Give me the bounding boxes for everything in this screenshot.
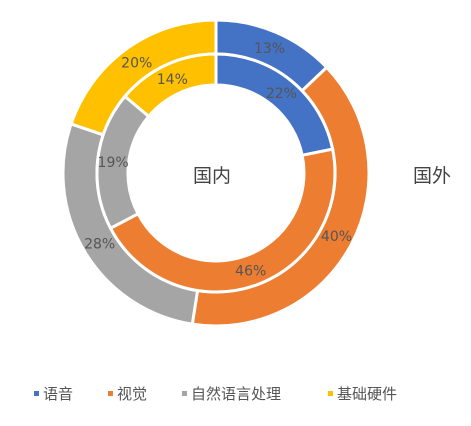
legend-label-1: 视觉 [117, 385, 147, 403]
outer-slice-label-3: 20% [121, 55, 152, 71]
legend: 语音 视觉 自然语言处理 基础硬件 [34, 385, 397, 403]
legend-marker-3 [328, 391, 333, 396]
outer-ring-label: 国外 [413, 165, 451, 187]
outer-slice-label-2: 28% [84, 236, 115, 252]
inner-ring [95, 52, 337, 294]
legend-marker-1 [108, 391, 113, 396]
center-label: 国内 [193, 165, 231, 187]
legend-label-0: 语音 [43, 385, 73, 403]
inner-slice-3 [122, 52, 218, 119]
inner-slice-label-3: 14% [157, 72, 188, 88]
inner-slice-label-1: 46% [235, 264, 266, 280]
outer-slice-label-1: 40% [321, 229, 352, 245]
legend-label-2: 自然语言处理 [191, 385, 281, 403]
inner-slice-label-0: 22% [266, 86, 297, 102]
outer-slice-label-0: 13% [254, 41, 285, 57]
ring-labels: 13% 40% 28% 20% 22% 46% 19% 14% [84, 41, 352, 280]
legend-marker-0 [34, 391, 39, 396]
inner-slice-1 [108, 147, 337, 294]
legend-label-3: 基础硬件 [337, 385, 397, 403]
legend-marker-2 [182, 391, 187, 396]
inner-slice-label-2: 19% [98, 155, 129, 171]
